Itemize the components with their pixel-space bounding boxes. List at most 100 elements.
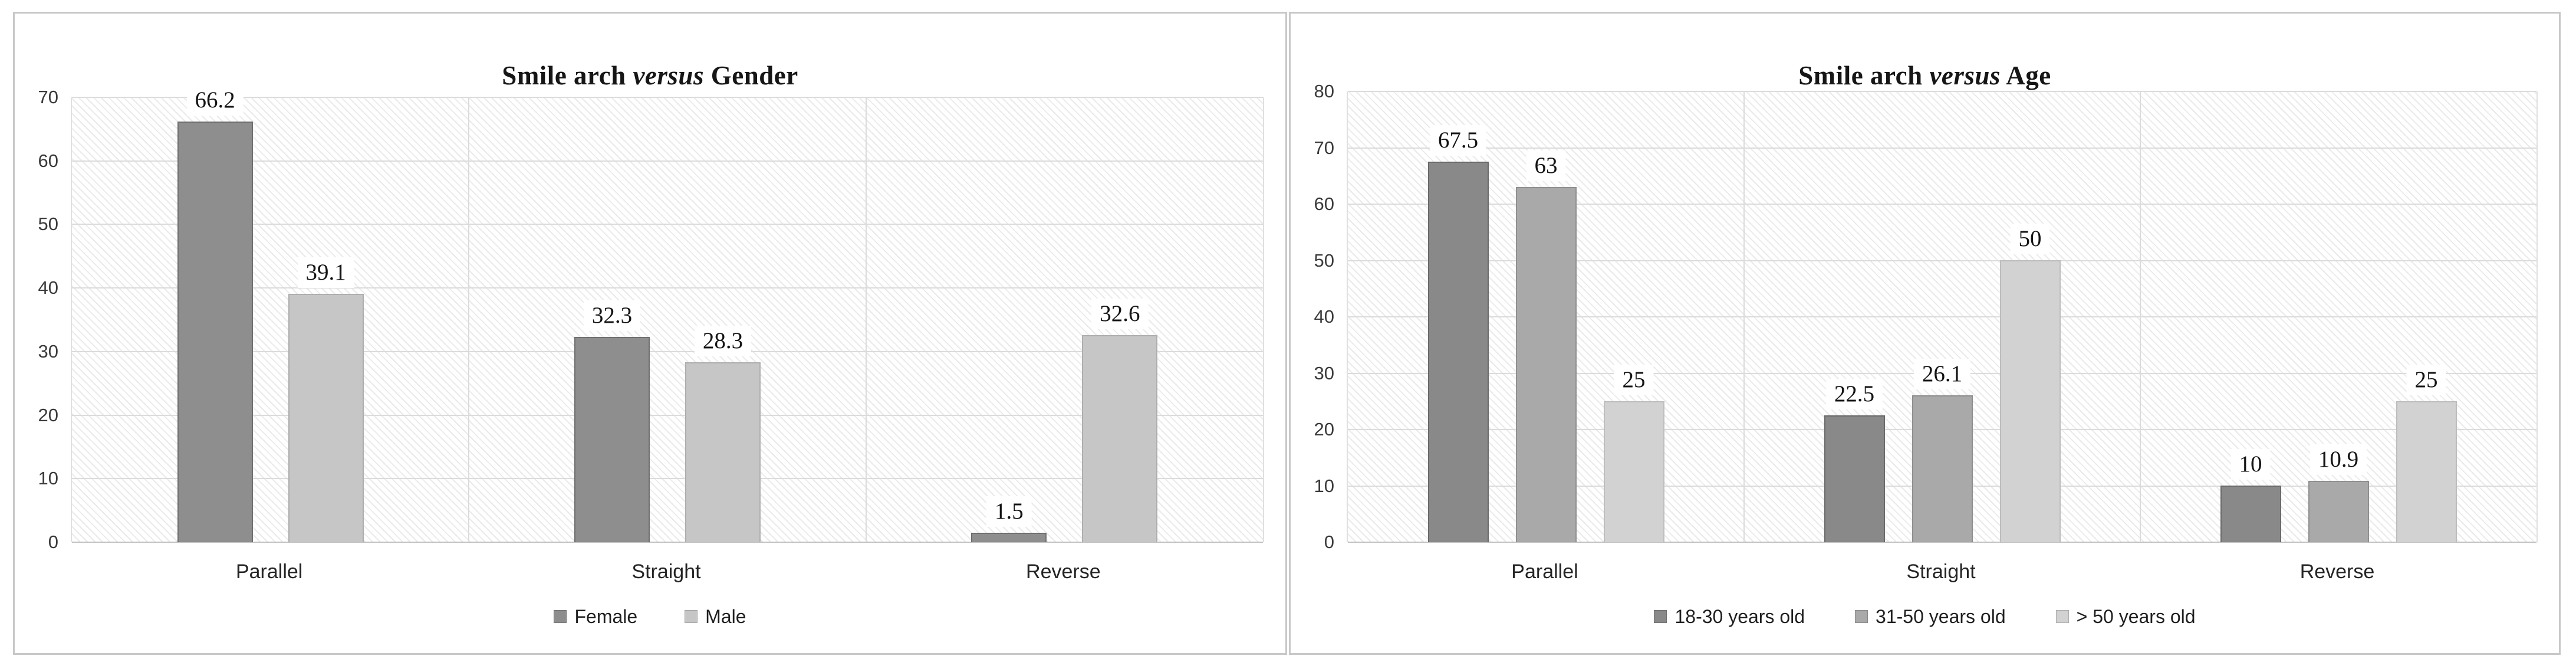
legend-item: 18-30 years old xyxy=(1654,605,1805,628)
bar: 26.1 xyxy=(1912,359,1973,542)
category-group-parallel: 66.2 39.1 xyxy=(72,85,469,542)
gridline-40 xyxy=(72,287,1263,289)
data-label: 1.5 xyxy=(986,496,1032,527)
category-group-straight: 32.3 28.3 xyxy=(469,97,866,542)
gridline-60 xyxy=(72,160,1263,162)
x-axis-label-parallel: Parallel xyxy=(1511,560,1578,583)
bar: 22.5 xyxy=(1824,379,1885,542)
plot-area: 67.5 63 25 22.5 26.1 50 10 10.9 25 xyxy=(1347,91,2538,543)
legend-label: Female xyxy=(574,606,638,627)
gridline-0 xyxy=(72,542,1263,543)
chart-title: Smile arch versus Age xyxy=(1291,60,2559,91)
y-tick-label: 40 xyxy=(38,277,58,299)
chart-panel-gender: Smile arch versus Gender 66.2 39.1 32.3 28.3… xyxy=(13,12,1287,655)
x-axis-label-straight: Straight xyxy=(631,560,701,583)
gridline-50 xyxy=(72,224,1263,225)
legend: Female Male xyxy=(15,605,1285,628)
legend-item: 31-50 years old xyxy=(1855,605,2006,628)
x-axis-label-straight: Straight xyxy=(1906,560,1976,583)
y-tick-label: 50 xyxy=(1314,250,1334,271)
legend-marker-icon xyxy=(2055,610,2069,623)
data-label: 32.6 xyxy=(1091,299,1149,329)
chart-panel-age: Smile arch versus Age 67.5 63 25 22.5 26.1 50 1… xyxy=(1289,12,2561,655)
category-group-reverse: 1.5 32.6 xyxy=(866,97,1263,542)
data-label: 26.1 xyxy=(1913,359,1971,389)
data-label: 50 xyxy=(2010,224,2050,254)
legend-label: 18-30 years old xyxy=(1674,606,1805,627)
bar: 25 xyxy=(1603,365,1664,542)
y-tick-label: 30 xyxy=(38,340,58,362)
y-tick-label: 0 xyxy=(1324,532,1334,552)
y-tick-label: 30 xyxy=(1314,362,1334,383)
legend-item: Female xyxy=(554,605,637,628)
legend-marker-icon xyxy=(554,610,567,623)
y-tick-label: 0 xyxy=(48,532,58,552)
data-label: 10 xyxy=(2230,449,2271,480)
bar: 10 xyxy=(2220,449,2281,542)
gridline-0 xyxy=(1348,542,2536,543)
chart-title-prefix: Smile arch xyxy=(502,61,633,91)
category-group-parallel: 67.5 63 25 xyxy=(1348,91,1744,542)
bar: 1.5 xyxy=(971,496,1047,542)
category-group-reverse: 10 10.9 25 xyxy=(2140,91,2536,542)
legend-marker-icon xyxy=(1654,610,1667,623)
x-axis-label-reverse: Reverse xyxy=(2299,560,2375,583)
y-tick-label: 70 xyxy=(38,87,58,107)
gridline-80 xyxy=(1348,91,2536,92)
y-tick-label: 60 xyxy=(38,150,58,171)
x-axis-label-parallel: Parallel xyxy=(235,560,303,583)
data-label: 25 xyxy=(2406,365,2446,395)
data-label: 67.5 xyxy=(1429,125,1487,156)
bar: 28.3 xyxy=(685,326,761,542)
gridline-10 xyxy=(72,478,1263,480)
bar: 32.3 xyxy=(574,300,650,542)
bar: 25 xyxy=(2396,365,2457,542)
chart-title-prefix: Smile arch xyxy=(1798,61,1930,91)
gridline-20 xyxy=(72,414,1263,416)
chart-title-suffix: Gender xyxy=(703,61,798,91)
category-separator xyxy=(468,97,470,542)
bar: 32.6 xyxy=(1082,299,1158,542)
legend-label: > 50 years old xyxy=(2076,606,2196,627)
chart-title-italic: versus xyxy=(1929,61,2001,91)
legend-marker-icon xyxy=(685,610,698,623)
y-tick-label: 20 xyxy=(38,404,58,425)
data-label: 10.9 xyxy=(2309,444,2367,475)
y-tick-label: 60 xyxy=(1314,194,1334,214)
legend-item: Male xyxy=(685,605,746,628)
bar: 63 xyxy=(1515,150,1577,542)
y-tick-label: 50 xyxy=(38,214,58,235)
legend-label: Male xyxy=(705,606,746,627)
plot-area: 66.2 39.1 32.3 28.3 1.5 32.6 xyxy=(71,85,1264,543)
category-separator xyxy=(1743,91,1745,542)
gridline-40 xyxy=(1348,316,2536,317)
gridline-60 xyxy=(1348,204,2536,205)
data-label: 66.2 xyxy=(186,85,244,116)
y-tick-label: 10 xyxy=(1314,475,1334,496)
data-label: 28.3 xyxy=(694,326,752,356)
bar: 66.2 xyxy=(177,85,253,542)
chart-title: Smile arch versus Gender xyxy=(15,60,1285,91)
data-label: 39.1 xyxy=(297,257,354,288)
data-label: 22.5 xyxy=(1825,379,1883,409)
category-separator xyxy=(865,97,867,542)
y-tick-label: 10 xyxy=(38,468,58,489)
y-tick-label: 80 xyxy=(1314,81,1334,101)
bar: 10.9 xyxy=(2308,444,2369,542)
gridline-50 xyxy=(1348,260,2536,261)
legend-item: > 50 years old xyxy=(2055,605,2196,628)
category-group-straight: 22.5 26.1 50 xyxy=(1744,91,2140,542)
bar: 67.5 xyxy=(1427,125,1489,542)
legend-label: 31-50 years old xyxy=(1876,606,2006,627)
gridline-70 xyxy=(72,97,1263,98)
data-label: 32.3 xyxy=(583,300,641,331)
legend-marker-icon xyxy=(1855,610,1868,623)
category-separator xyxy=(2139,91,2141,542)
chart-title-suffix: Age xyxy=(2000,61,2051,91)
bar: 39.1 xyxy=(288,257,364,542)
data-label: 63 xyxy=(1526,150,1566,181)
y-tick-label: 20 xyxy=(1314,419,1334,440)
bar: 50 xyxy=(1999,224,2061,542)
x-axis-label-reverse: Reverse xyxy=(1026,560,1101,583)
